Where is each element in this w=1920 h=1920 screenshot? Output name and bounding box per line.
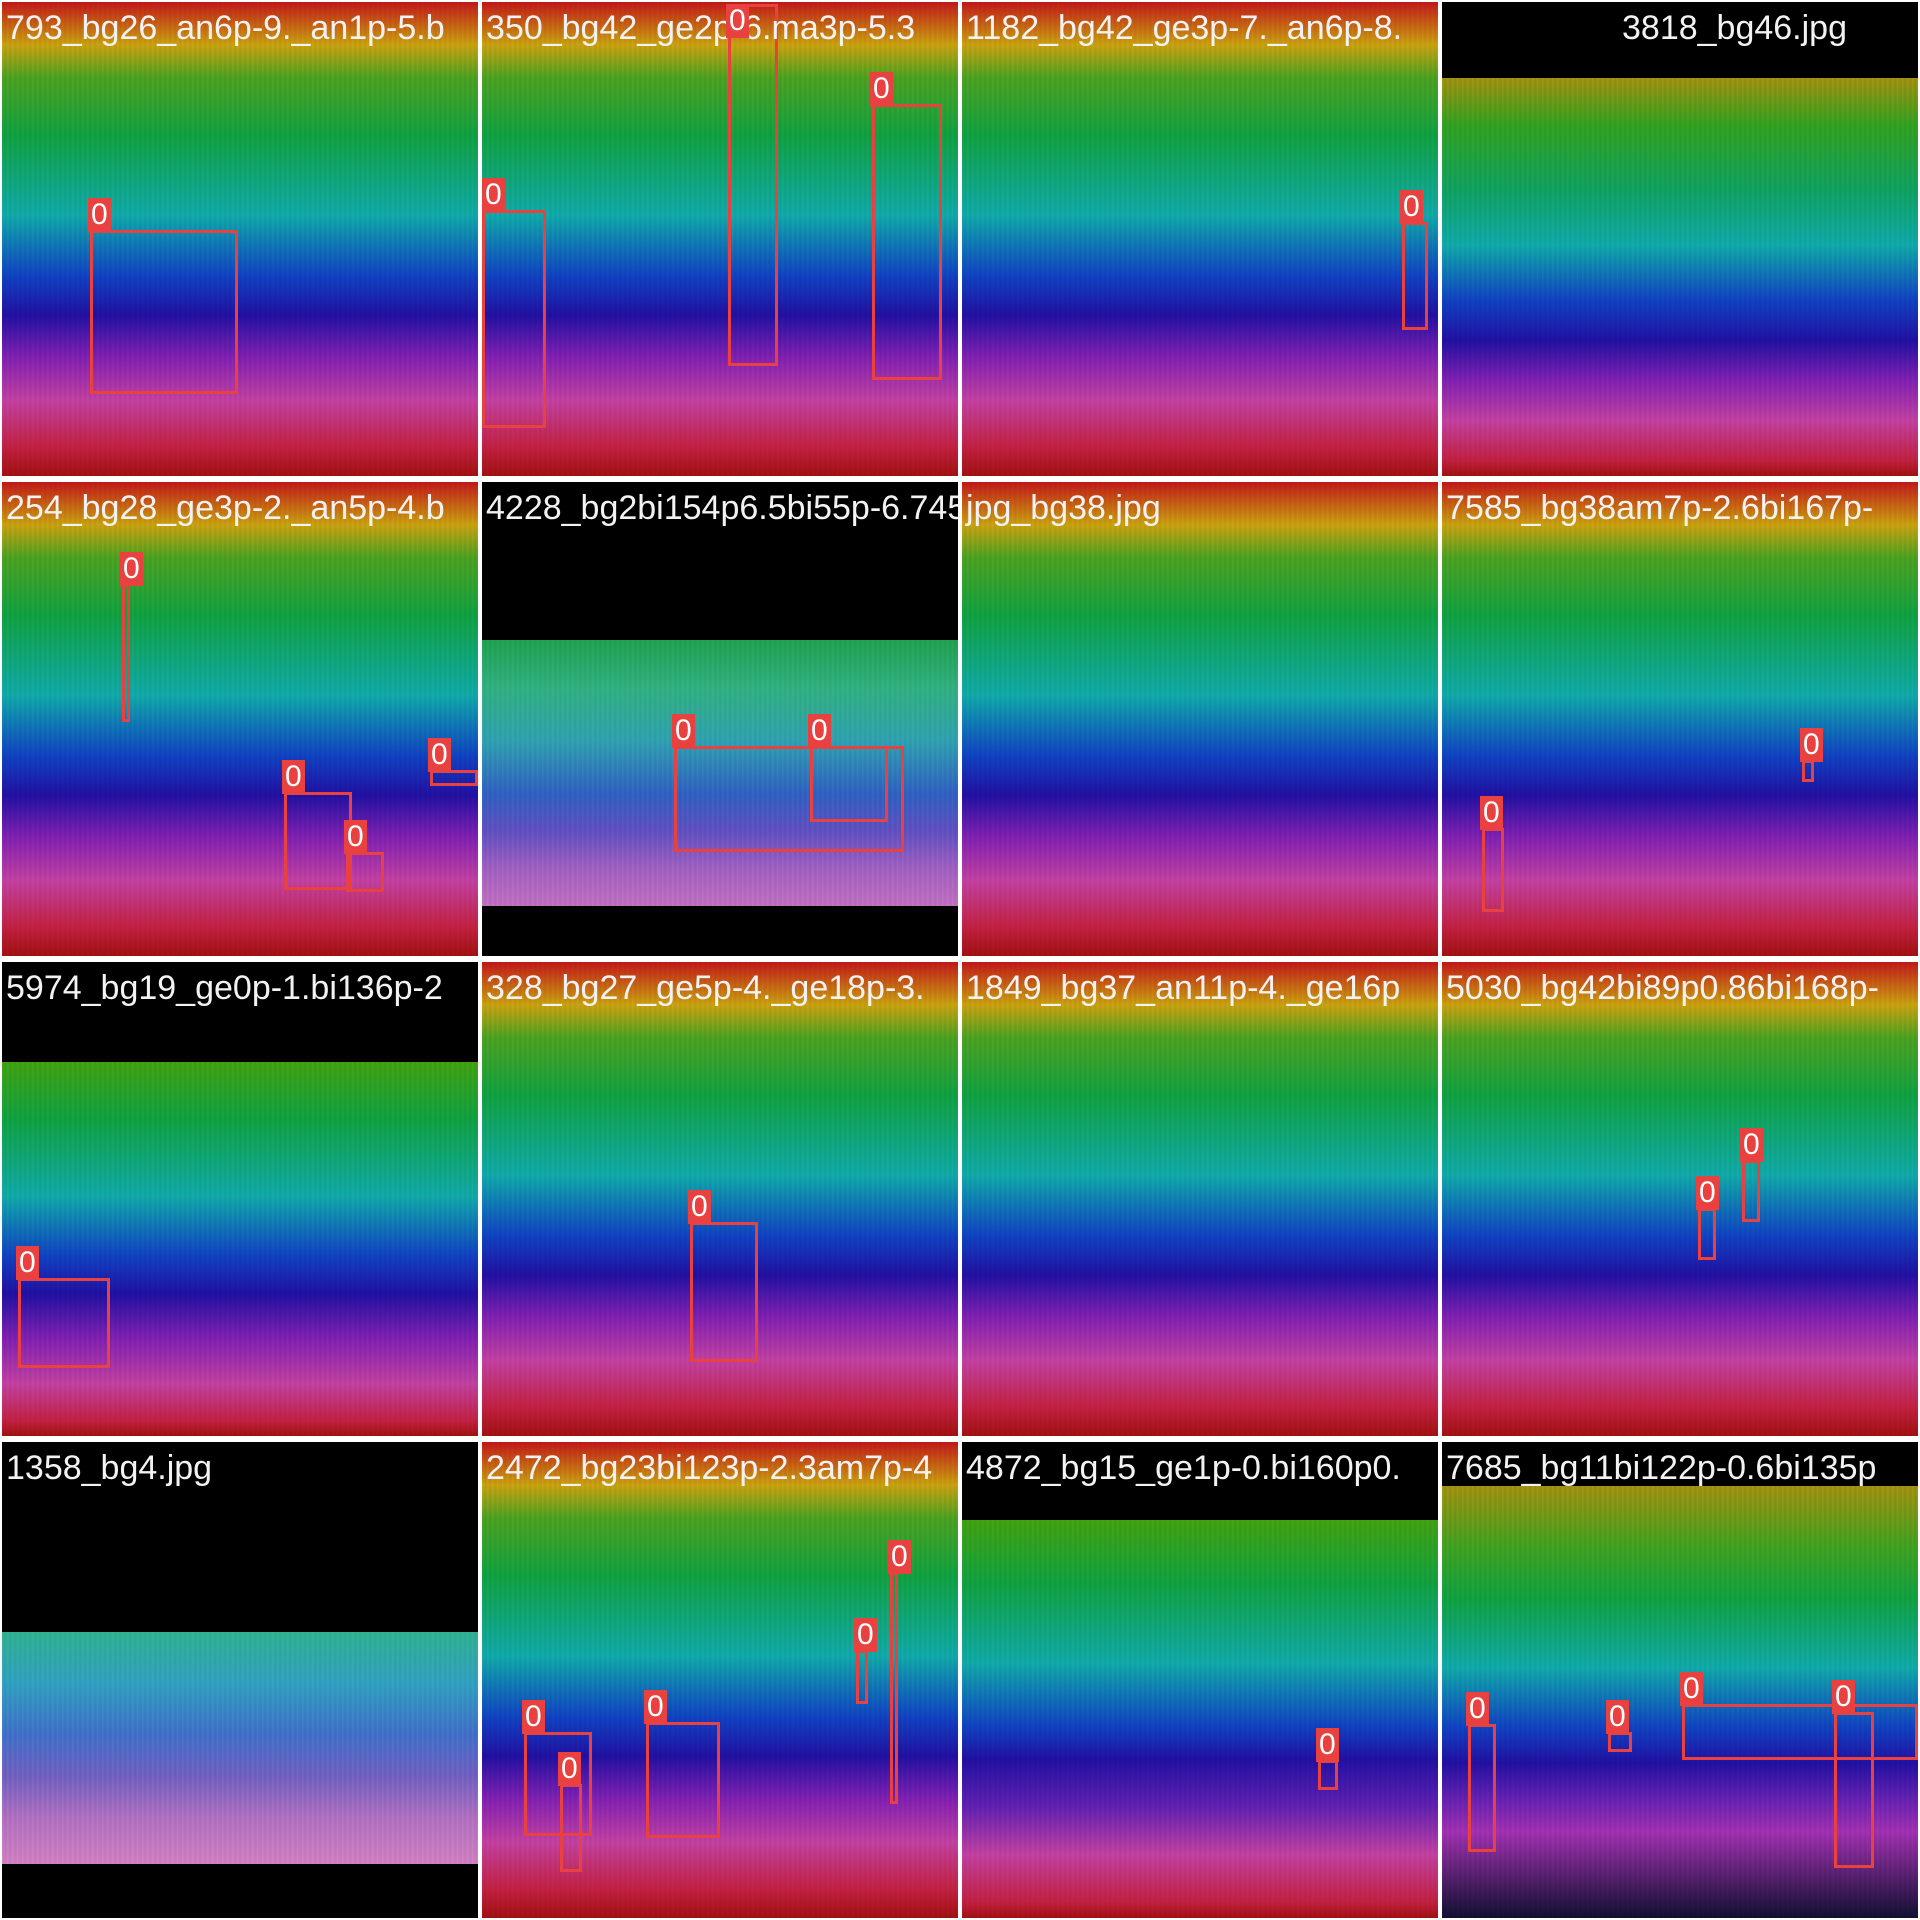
tile-filename: 328_bg27_ge5p-4._ge18p-3. bbox=[486, 968, 925, 1008]
noise-texture bbox=[2, 1632, 478, 1864]
detection-label: 0 bbox=[1316, 1728, 1339, 1762]
noise-texture bbox=[962, 2, 1438, 476]
detection-box bbox=[646, 1722, 720, 1838]
tile-filename: 793_bg26_an6p-9._an1p-5.b bbox=[6, 8, 445, 48]
spectrogram-tile: 793_bg26_an6p-9._an1p-5.b 0 bbox=[2, 2, 478, 476]
detection-label: 0 bbox=[1696, 1176, 1719, 1210]
detection-label: 0 bbox=[1466, 1692, 1489, 1726]
detection-label: 0 bbox=[282, 760, 305, 794]
detection-box bbox=[18, 1278, 110, 1368]
noise-texture bbox=[482, 962, 958, 1436]
spectrogram-tile: 254_bg28_ge3p-2._an5p-4.b 0 0 0 0 bbox=[2, 482, 478, 956]
spectrogram-tile: 5030_bg42bi89p0.86bi168p- 0 0 bbox=[1442, 962, 1918, 1436]
detection-box bbox=[122, 584, 130, 722]
detection-label: 0 bbox=[1832, 1680, 1855, 1714]
detection-box bbox=[1482, 828, 1504, 912]
noise-texture bbox=[962, 482, 1438, 956]
spectrogram-tile: 7585_bg38am7p-2.6bi167p- 0 0 bbox=[1442, 482, 1918, 956]
detection-box bbox=[1682, 1704, 1918, 1760]
detection-box bbox=[560, 1784, 582, 1872]
detection-label: 0 bbox=[344, 820, 367, 854]
detection-box bbox=[346, 852, 384, 892]
tile-filename: 3818_bg46.jpg bbox=[1622, 8, 1847, 48]
detection-box bbox=[690, 1222, 758, 1362]
detection-label: 0 bbox=[672, 714, 695, 748]
tile-filename: 1358_bg4.jpg bbox=[6, 1448, 212, 1488]
detection-label: 0 bbox=[1400, 190, 1423, 224]
tile-filename: 254_bg28_ge3p-2._an5p-4.b bbox=[6, 488, 445, 528]
detection-box bbox=[90, 230, 238, 394]
spectrogram-tile: 4228_bg2bi154p6.5bi55p-6.7455 0 0 bbox=[482, 482, 958, 956]
tile-filename: 2472_bg23bi123p-2.3am7p-4 bbox=[486, 1448, 932, 1488]
detection-label: 0 bbox=[688, 1190, 711, 1224]
noise-texture bbox=[1442, 78, 1918, 476]
detection-label: 0 bbox=[120, 552, 143, 586]
detection-label: 0 bbox=[558, 1752, 581, 1786]
noise-texture bbox=[1442, 482, 1918, 956]
detection-label: 0 bbox=[854, 1618, 877, 1652]
spectrogram-tile: 328_bg27_ge5p-4._ge18p-3. 0 bbox=[482, 962, 958, 1436]
detection-label: 0 bbox=[16, 1246, 39, 1280]
detection-box bbox=[1318, 1760, 1338, 1790]
detection-box bbox=[1608, 1732, 1632, 1752]
tile-filename: 4228_bg2bi154p6.5bi55p-6.7455 bbox=[486, 488, 958, 528]
detection-label: 0 bbox=[1680, 1672, 1703, 1706]
detection-label: 0 bbox=[1800, 728, 1823, 762]
detection-label: 0 bbox=[88, 198, 111, 232]
spectrogram-tile: 1849_bg37_an11p-4._ge16p bbox=[962, 962, 1438, 1436]
noise-texture bbox=[482, 1442, 958, 1918]
detection-label: 0 bbox=[888, 1540, 911, 1574]
detection-box bbox=[1468, 1724, 1496, 1852]
detection-box bbox=[1802, 760, 1814, 782]
noise-texture bbox=[2, 2, 478, 476]
detection-box bbox=[1402, 222, 1428, 330]
tile-filename: 350_bg42_ge2p-6.ma3p-5.3 bbox=[486, 8, 915, 48]
detection-box bbox=[890, 1572, 898, 1804]
tile-filename: 5030_bg42bi89p0.86bi168p- bbox=[1446, 968, 1879, 1008]
detection-label: 0 bbox=[1480, 796, 1503, 830]
tile-filename: 7685_bg11bi122p-0.6bi135p bbox=[1446, 1448, 1876, 1488]
detection-label: 0 bbox=[522, 1700, 545, 1734]
spectrogram-tile: 7685_bg11bi122p-0.6bi135p 0 0 0 0 bbox=[1442, 1442, 1918, 1918]
detection-label: 0 bbox=[726, 4, 749, 38]
tile-filename: 4872_bg15_ge1p-0.bi160p0. bbox=[966, 1448, 1401, 1488]
detection-box bbox=[856, 1650, 868, 1704]
detection-box bbox=[1698, 1208, 1716, 1260]
detection-label: 0 bbox=[808, 714, 831, 748]
detection-label: 0 bbox=[482, 178, 505, 212]
spectrogram-tile: 350_bg42_ge2p-6.ma3p-5.3 0 0 0 bbox=[482, 2, 958, 476]
detection-box bbox=[1834, 1712, 1874, 1868]
noise-texture bbox=[962, 962, 1438, 1436]
detection-label: 0 bbox=[870, 72, 893, 106]
spectrogram-tile: 4872_bg15_ge1p-0.bi160p0. 0 bbox=[962, 1442, 1438, 1918]
detection-label: 0 bbox=[1606, 1700, 1629, 1734]
tile-filename: jpg_bg38.jpg bbox=[966, 488, 1161, 528]
detection-box bbox=[728, 4, 778, 366]
spectrogram-tile: 5974_bg19_ge0p-1.bi136p-2 0 bbox=[2, 962, 478, 1436]
detection-box bbox=[430, 770, 478, 786]
detection-label: 0 bbox=[644, 1690, 667, 1724]
spectrogram-tile: 1182_bg42_ge3p-7._an6p-8. 0 bbox=[962, 2, 1438, 476]
spectrogram-tile: 3818_bg46.jpg bbox=[1442, 2, 1918, 476]
detection-box bbox=[284, 792, 352, 890]
noise-texture bbox=[2, 482, 478, 956]
noise-texture bbox=[2, 1062, 478, 1436]
tile-filename: 1849_bg37_an11p-4._ge16p bbox=[966, 968, 1400, 1008]
detection-box bbox=[482, 210, 546, 428]
detection-label: 0 bbox=[1740, 1128, 1763, 1162]
noise-texture bbox=[1442, 962, 1918, 1436]
tile-filename: 1182_bg42_ge3p-7._an6p-8. bbox=[966, 8, 1402, 48]
tile-filename: 7585_bg38am7p-2.6bi167p- bbox=[1446, 488, 1873, 528]
spectrogram-tile: 1358_bg4.jpg bbox=[2, 1442, 478, 1918]
tile-filename: 5974_bg19_ge0p-1.bi136p-2 bbox=[6, 968, 443, 1008]
detection-label: 0 bbox=[428, 738, 451, 772]
detection-box bbox=[1742, 1160, 1760, 1222]
spectrogram-tile: jpg_bg38.jpg bbox=[962, 482, 1438, 956]
detection-box bbox=[872, 104, 942, 380]
noise-texture bbox=[962, 1520, 1438, 1918]
detection-box bbox=[810, 746, 888, 822]
spectrogram-tile: 2472_bg23bi123p-2.3am7p-4 0 0 0 0 0 bbox=[482, 1442, 958, 1918]
